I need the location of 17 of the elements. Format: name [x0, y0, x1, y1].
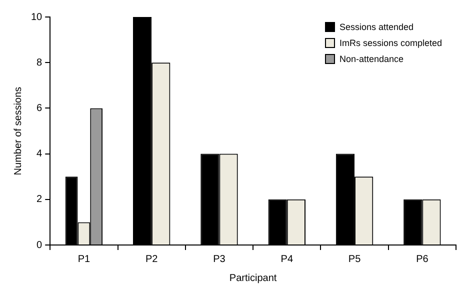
y-tick-label: 2	[36, 194, 43, 206]
legend-label: ImRs sessions completed	[339, 38, 442, 48]
x-axis-title: Participant	[229, 272, 277, 284]
x-tick-label: P5	[348, 254, 362, 265]
x-tick-label: P6	[416, 254, 429, 265]
x-tick-label: P3	[213, 254, 226, 265]
x-tick-label: P4	[280, 254, 294, 265]
x-tick-label: P2	[145, 254, 158, 265]
x-tick-label: P1	[78, 254, 90, 265]
y-axis-title: Number of sessions	[12, 86, 24, 176]
legend-label: Non-attendance	[339, 54, 404, 64]
y-tick-label: 8	[36, 57, 43, 68]
y-tick-label: 6	[36, 102, 43, 114]
y-tick-label: 0	[36, 240, 43, 251]
y-tick-label: 10	[31, 12, 43, 23]
y-tick-label: 4	[36, 148, 43, 160]
legend-label: Sessions attended	[339, 22, 414, 32]
